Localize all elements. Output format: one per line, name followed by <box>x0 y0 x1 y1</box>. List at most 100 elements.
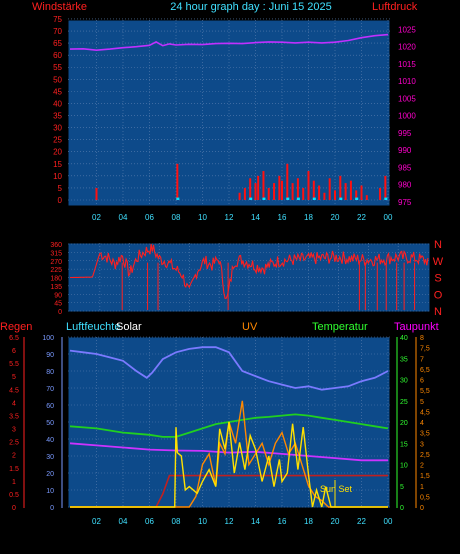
uv-tick-label: 0 <box>420 505 424 512</box>
uv-tick-label: 5,5 <box>420 388 430 395</box>
temperature-tick-label: 5 <box>400 484 404 491</box>
temperature-legend: Temperatur <box>312 321 368 333</box>
pressure-tick-label: 1020 <box>398 43 416 52</box>
direction-tick-label: 315 <box>50 250 62 257</box>
sunset-annotation: Sun Set <box>320 484 353 494</box>
chart-title: 24 hour graph day : Juni 15 2025 <box>170 1 331 13</box>
humidity-tick-label: 20 <box>46 471 54 478</box>
wind-bar <box>238 192 241 200</box>
wind-tick-label: 60 <box>53 51 62 60</box>
direction-tick-label: 225 <box>50 267 62 274</box>
direction-tick-label: 135 <box>50 284 62 291</box>
gust-marker <box>286 197 290 200</box>
wind-bar <box>257 175 260 200</box>
temperature-tick-label: 20 <box>400 420 408 427</box>
pressure-axis-ticks: 975 980 985 990 995 1000 1005 1010 1015 1020 1025 <box>398 25 416 207</box>
wind-tick-label: 50 <box>53 75 62 84</box>
uv-tick-label: 0,5 <box>420 494 430 501</box>
x-tick-label: 12 <box>225 213 234 222</box>
compass-letter: N <box>434 239 442 251</box>
uv-tick-label: 8 <box>420 335 424 342</box>
x-tick-label: 04 <box>119 213 128 222</box>
temperature-tick-label: 0 <box>400 505 404 512</box>
x-tick-label: 16 <box>278 517 287 526</box>
humidity-tick-label: 10 <box>46 488 54 495</box>
wind-bar <box>291 183 294 200</box>
climate-series <box>69 346 389 508</box>
pressure-line <box>69 33 389 52</box>
wind-tick-label: 20 <box>53 148 62 157</box>
gust-marker <box>384 197 388 200</box>
wind-pressure-series <box>69 33 389 200</box>
wind-bar <box>323 192 326 200</box>
gust-marker <box>249 197 253 200</box>
gust-marker <box>312 197 316 200</box>
x-tick-label: 18 <box>304 517 313 526</box>
direction-tick-label: 270 <box>50 259 62 266</box>
humidity-tick-label: 40 <box>46 437 54 444</box>
uv-tick-label: 7 <box>420 356 424 363</box>
wind-bar <box>95 187 98 200</box>
temperature-tick-label: 30 <box>400 378 408 385</box>
wind-bar <box>328 178 331 200</box>
gust-marker <box>176 197 180 200</box>
humidity-tick-label: 90 <box>46 352 54 359</box>
x-tick-label: 22 <box>357 213 366 222</box>
rain-tick-label: 2 <box>12 453 16 460</box>
x-axis-ticks-top: 02 04 06 08 10 12 14 16 18 20 22 00 <box>92 213 393 222</box>
uv-tick-label: 2 <box>420 463 424 470</box>
uv-tick-label: 4,5 <box>420 409 430 416</box>
dewpoint-legend: Taupunkt <box>394 321 439 333</box>
rain-tick-label: 1.5 <box>9 466 19 473</box>
pressure-tick-label: 1010 <box>398 77 416 86</box>
x-tick-label: 08 <box>172 213 181 222</box>
gust-marker <box>296 197 300 200</box>
pressure-tick-label: 995 <box>398 129 412 138</box>
rain-tick-label: 4 <box>12 400 16 407</box>
wind-tick-label: 5 <box>58 184 63 193</box>
humidity-tick-label: 30 <box>46 454 54 461</box>
temperature-line <box>69 413 389 438</box>
wind-tick-label: 75 <box>53 15 62 24</box>
rain-tick-label: 3 <box>12 427 16 434</box>
compass-letter: S <box>434 273 441 285</box>
compass-letter: N <box>434 306 442 318</box>
compass-letter: O <box>434 289 443 301</box>
pressure-tick-label: 975 <box>398 198 412 207</box>
wind-bar <box>243 187 246 200</box>
wind-bar <box>384 175 387 200</box>
x-tick-label: 00 <box>384 517 393 526</box>
uv-tick-label: 6,5 <box>420 367 430 374</box>
pressure-tick-label: 990 <box>398 146 412 155</box>
wind-bar <box>267 187 270 200</box>
humidity-tick-label: 0 <box>50 505 54 512</box>
humidity-tick-label: 50 <box>46 420 54 427</box>
uv-tick-label: 3 <box>420 441 424 448</box>
rain-tick-label: 0 <box>12 505 16 512</box>
rain-tick-label: 2.5 <box>9 440 19 447</box>
wind-tick-label: 55 <box>53 63 62 72</box>
rain-tick-label: 4.5 <box>9 387 19 394</box>
rain-tick-label: 5.5 <box>9 361 19 368</box>
wind-tick-label: 40 <box>53 99 62 108</box>
wind-bar <box>339 175 342 200</box>
rain-tick-label: 5 <box>12 374 16 381</box>
humidity-tick-label: 70 <box>46 386 54 393</box>
wind-direction-line <box>70 243 429 300</box>
direction-tick-label: 0 <box>58 309 62 316</box>
uv-tick-label: 3,5 <box>420 431 430 438</box>
pressure-axis-title: Luftdruck <box>372 1 418 13</box>
uv-legend: UV <box>242 321 258 333</box>
x-tick-label: 00 <box>384 213 393 222</box>
uv-line <box>70 400 388 508</box>
wind-bar <box>334 190 336 200</box>
direction-tick-label: 90 <box>54 292 62 299</box>
gust-marker <box>355 197 359 200</box>
wind-speed-axis-ticks: 0 5 10 15 20 25 30 35 40 45 50 55 60 65 70 75 <box>53 15 62 205</box>
pressure-tick-label: 1005 <box>398 94 416 103</box>
uv-tick-label: 2,5 <box>420 452 430 459</box>
temperature-tick-label: 25 <box>400 399 408 406</box>
humidity-tick-label: 80 <box>46 369 54 376</box>
